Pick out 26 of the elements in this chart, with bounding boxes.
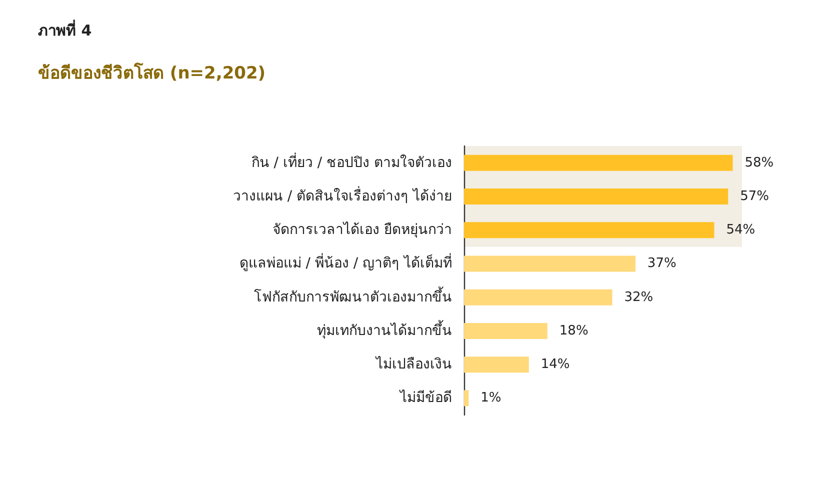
bar (464, 256, 636, 272)
text: ข้อดีของชีวิตโสด (n=2,202) (38, 62, 266, 84)
y-tick-label: ไม่มีข้อดี (399, 389, 452, 406)
data-label: 58% (744, 155, 774, 170)
y-tick-label: กิน / เที่ยว / ชอปปิง ตามใจตัวเอง (251, 152, 452, 171)
data-label: 54% (726, 222, 756, 238)
data-label: 57% (740, 188, 770, 204)
y-tick-label: โฟกัสกับการพัฒนาตัวเองมากขึ้น (254, 286, 452, 306)
bar (464, 322, 548, 339)
bar (464, 356, 529, 373)
y-tick-label: วางแผน / ตัดสินใจเรื่องต่างๆ ได้ง่าย (232, 186, 452, 204)
bar (464, 222, 714, 238)
data-label: 37% (647, 256, 676, 272)
data-label: 32% (624, 290, 654, 305)
bar (464, 154, 733, 171)
bar (464, 188, 728, 204)
data-label: 18% (559, 323, 588, 338)
data-label: 14% (540, 357, 570, 372)
bar (464, 390, 469, 406)
y-tick-label: ทุ่มเทกับงานได้มากขึ้น (317, 320, 452, 339)
y-tick-label: ไม่เปลืองเงิน (375, 356, 452, 373)
text: ภาพที่ 4 (38, 20, 92, 40)
bar (464, 289, 612, 306)
y-tick-label: ดูแลพ่อแม่ / พี่น้อง / ญาติๆ ได้เต็มที่ (239, 254, 452, 272)
y-tick-label: จัดการเวลาได้เอง ยืดหยุ่นกว่า (272, 221, 452, 238)
data-label: 1% (480, 390, 502, 406)
